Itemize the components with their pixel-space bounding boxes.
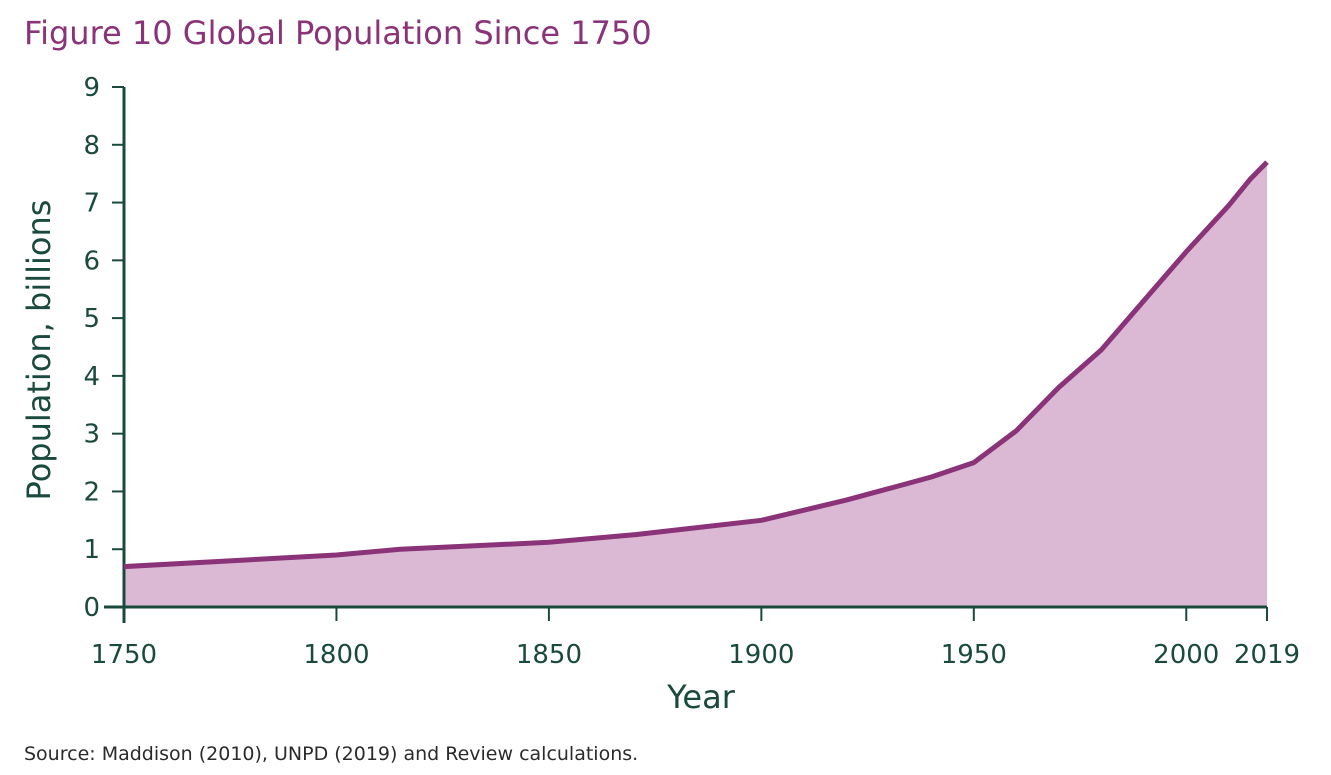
- y-tick-label: 2: [83, 477, 100, 507]
- x-tick-label: 1850: [516, 640, 582, 670]
- y-tick-label: 3: [83, 420, 100, 450]
- x-tick-label: 1750: [91, 640, 157, 670]
- x-tick-label: 2019: [1234, 640, 1300, 670]
- x-tick-label: 1950: [941, 640, 1007, 670]
- y-tick-label: 8: [83, 131, 100, 161]
- y-tick-label: 6: [83, 246, 100, 276]
- y-tick-label: 5: [83, 304, 100, 334]
- population-line: [123, 160, 1269, 570]
- y-tick-label: 1: [83, 535, 100, 565]
- x-tick-label: 1800: [303, 640, 369, 670]
- x-tick-label: 1900: [728, 640, 794, 670]
- y-axis-label: Population, billions: [20, 200, 58, 501]
- population-area: [124, 162, 1267, 607]
- y-tick-label: 0: [83, 593, 100, 623]
- chart-title: Figure 10 Global Population Since 1750: [24, 14, 652, 52]
- y-axis-ticks: 0 1 2 3 4 5 6 7 8 9: [83, 73, 124, 623]
- y-tick-label: 4: [83, 362, 100, 392]
- x-tick-label: 2000: [1153, 640, 1219, 670]
- y-tick-label: 9: [83, 73, 100, 103]
- x-axis-ticks: 1750 1800 1850 1900 1950 2000 2019: [91, 607, 1300, 670]
- source-note: Source: Maddison (2010), UNPD (2019) and…: [24, 743, 638, 765]
- x-axis-label: Year: [666, 678, 736, 716]
- y-tick-label: 7: [83, 189, 100, 219]
